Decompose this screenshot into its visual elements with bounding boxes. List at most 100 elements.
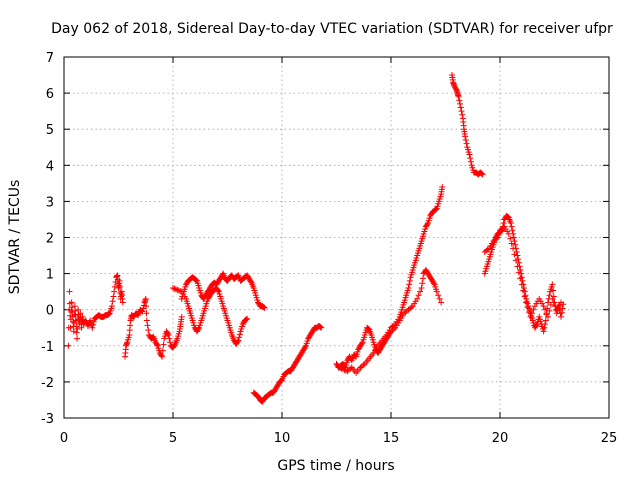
data-point	[478, 170, 485, 177]
x-tick-label: 25	[601, 431, 618, 446]
tick-labels: 0 5 10 15 20 25 -3 -2 -1 0 1 2 3 4 5 6 7	[41, 51, 617, 446]
data-point	[170, 285, 176, 292]
data-point	[521, 293, 528, 300]
chart-title: Day 062 of 2018, Sidereal Day-to-day VTE…	[51, 21, 613, 37]
data-point	[111, 283, 118, 290]
data-point	[419, 275, 426, 282]
data-point	[500, 220, 507, 227]
data-point	[143, 310, 150, 317]
data-point	[493, 235, 500, 242]
data-point	[510, 245, 517, 252]
data-point	[342, 367, 349, 374]
y-tick-label: 2	[46, 232, 54, 247]
data-point	[467, 158, 474, 165]
data-point	[417, 288, 424, 295]
data-point	[466, 151, 473, 158]
data-point	[508, 240, 515, 247]
data-point	[406, 277, 413, 284]
data-point	[171, 285, 178, 292]
data-point	[552, 303, 559, 310]
data-point	[527, 313, 534, 320]
data-point	[459, 111, 466, 118]
data-point	[192, 276, 199, 283]
data-point	[106, 310, 113, 317]
data-point	[142, 295, 149, 302]
data-point	[335, 364, 342, 371]
data-point	[522, 292, 529, 299]
series-arc-5	[250, 322, 325, 405]
data-point	[524, 304, 531, 311]
data-point	[347, 365, 354, 372]
data-point	[511, 251, 518, 258]
data-point	[432, 206, 439, 213]
data-point	[510, 234, 517, 241]
data-point	[550, 299, 557, 306]
data-point	[558, 309, 565, 316]
data-point	[415, 292, 422, 299]
data-point	[530, 306, 537, 313]
data-point	[479, 171, 486, 178]
data-point	[116, 283, 123, 290]
data-point	[518, 274, 525, 281]
data-point	[540, 328, 547, 335]
data-point	[90, 321, 97, 328]
data-point	[433, 288, 440, 295]
series-layer	[65, 72, 567, 405]
data-point	[172, 286, 179, 293]
data-point	[244, 315, 251, 322]
data-point	[514, 263, 521, 270]
data-point	[508, 223, 515, 230]
data-point	[544, 313, 551, 320]
data-point	[505, 230, 512, 237]
data-point	[550, 287, 557, 294]
data-point	[164, 330, 171, 337]
y-tick-label: -1	[41, 340, 54, 355]
data-point	[74, 335, 81, 342]
data-point	[439, 183, 446, 190]
x-tick-label: 10	[274, 431, 291, 446]
data-point	[261, 304, 268, 311]
data-point	[144, 322, 151, 329]
data-point	[116, 277, 123, 284]
data-point	[462, 133, 469, 140]
data-point	[174, 286, 181, 293]
y-tick-label: 5	[46, 123, 54, 138]
data-point	[546, 307, 553, 314]
data-point	[509, 227, 516, 234]
data-point	[67, 312, 74, 319]
data-point	[418, 285, 425, 292]
data-point	[247, 278, 254, 285]
data-point	[108, 303, 115, 310]
data-point	[159, 347, 166, 354]
data-point	[558, 313, 565, 320]
data-point	[512, 257, 519, 264]
data-point	[499, 224, 506, 231]
data-point	[533, 322, 540, 329]
data-point	[243, 316, 250, 323]
data-point	[67, 324, 74, 331]
data-point	[462, 137, 469, 144]
data-point	[165, 331, 172, 338]
data-point	[66, 288, 73, 295]
data-point	[457, 104, 464, 111]
data-point	[528, 310, 535, 317]
data-point	[143, 317, 150, 324]
data-point	[277, 378, 284, 385]
data-point	[436, 295, 443, 302]
data-point	[430, 280, 437, 287]
data-point	[143, 303, 150, 310]
y-tick-label: -2	[41, 376, 54, 391]
data-point	[504, 213, 511, 220]
data-point	[318, 324, 325, 331]
data-point	[236, 334, 243, 341]
x-axis-title: GPS time / hours	[277, 458, 394, 474]
data-point	[414, 295, 421, 302]
data-point	[458, 108, 465, 115]
series-arc-4	[178, 270, 268, 311]
data-point	[110, 293, 117, 300]
data-point	[167, 339, 174, 346]
data-point	[65, 342, 72, 349]
data-point	[119, 299, 126, 306]
data-point	[234, 338, 241, 345]
